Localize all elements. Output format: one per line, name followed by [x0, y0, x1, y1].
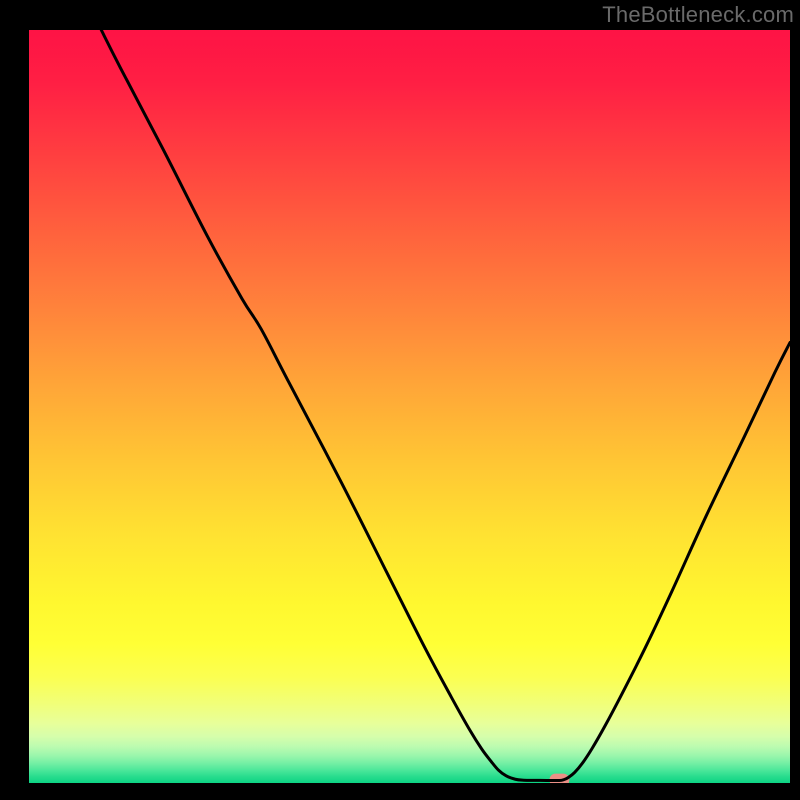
plot-area — [29, 30, 790, 783]
watermark-text: TheBottleneck.com — [602, 2, 794, 28]
chart-svg — [29, 30, 790, 783]
chart-background — [29, 30, 790, 783]
